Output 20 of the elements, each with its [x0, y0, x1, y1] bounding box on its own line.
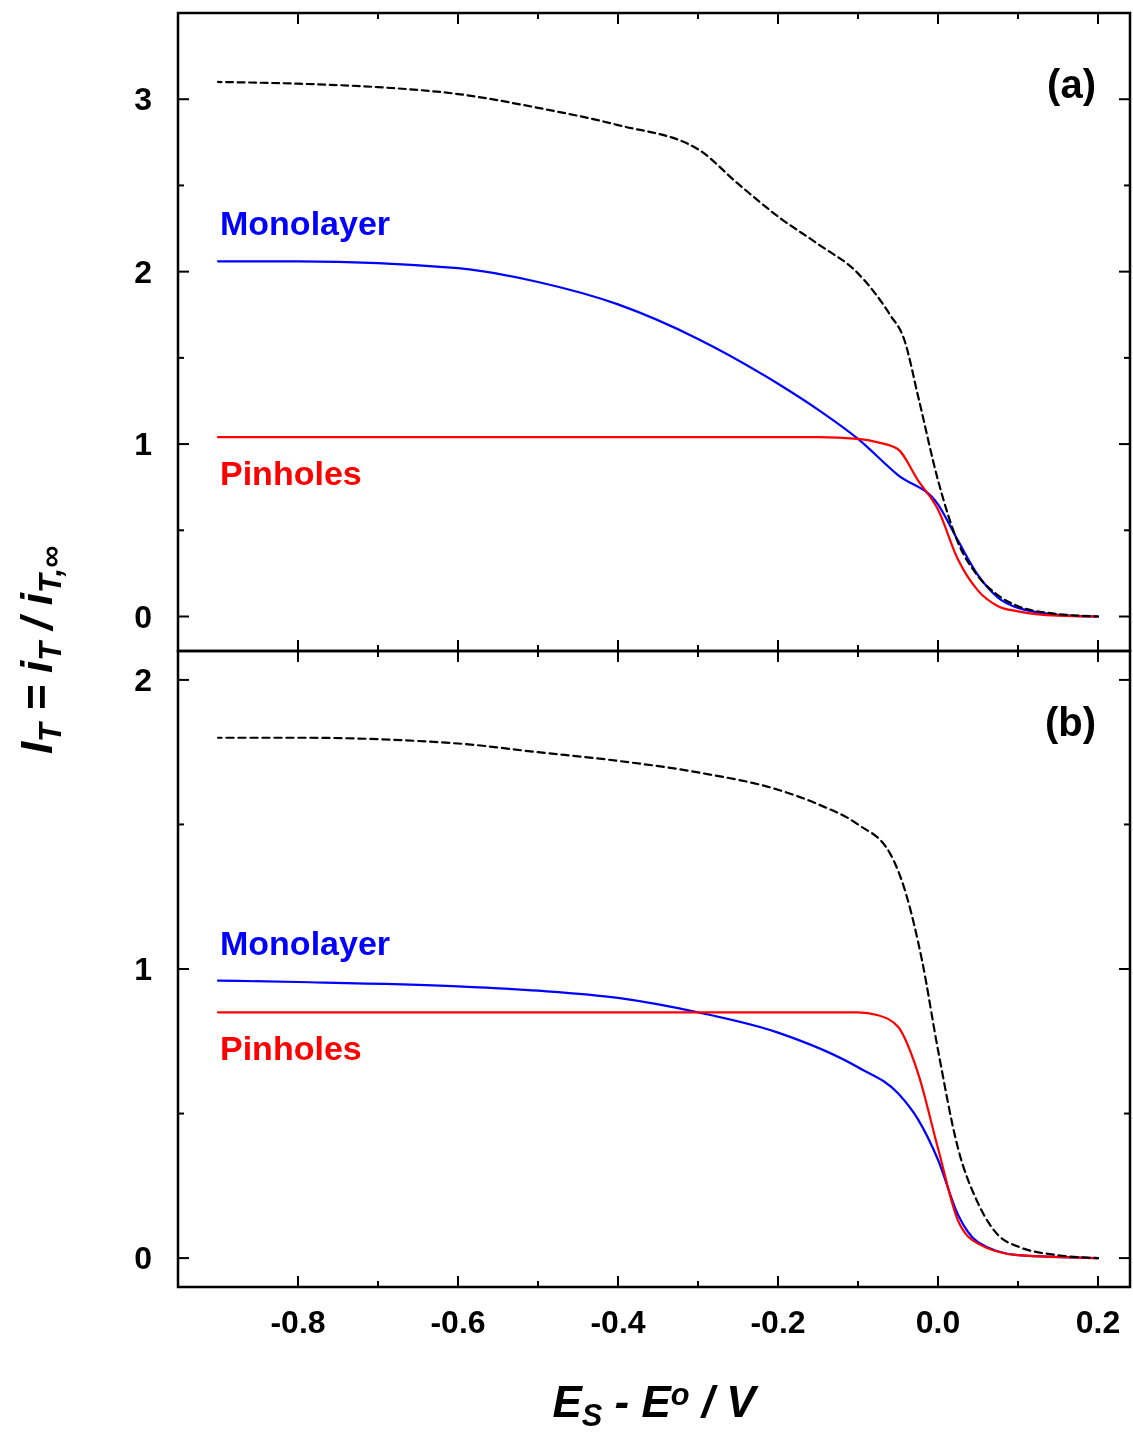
y-tick-label: 2 [134, 253, 152, 290]
y-tick-label: 1 [134, 426, 152, 463]
series-label: Monolayer [220, 923, 391, 962]
x-tick-label: 0.2 [1075, 1304, 1121, 1340]
x-tick-label: 0.0 [915, 1304, 961, 1340]
series-label: Pinholes [220, 1029, 362, 1068]
text: (b) [1044, 700, 1096, 744]
y-tick-label: 2 [134, 661, 152, 698]
y-tick-label: 3 [134, 81, 152, 118]
text: (a) [1047, 62, 1096, 106]
y-tick-label: 1 [134, 951, 152, 987]
x-axis-title: E$_{S}$ - E$^{o}$ / V [552, 1376, 760, 1434]
x-tick-label: -0.8 [270, 1304, 326, 1340]
y-tick-label: 0 [134, 598, 152, 635]
x-tick-label: -0.6 [430, 1304, 486, 1340]
series-label: Pinholes [220, 454, 362, 493]
y-tick-label: 0 [134, 1240, 152, 1277]
x-tick-label: -0.2 [750, 1304, 806, 1340]
x-tick-label: -0.4 [590, 1304, 646, 1340]
series-label: Monolayer [220, 204, 391, 243]
